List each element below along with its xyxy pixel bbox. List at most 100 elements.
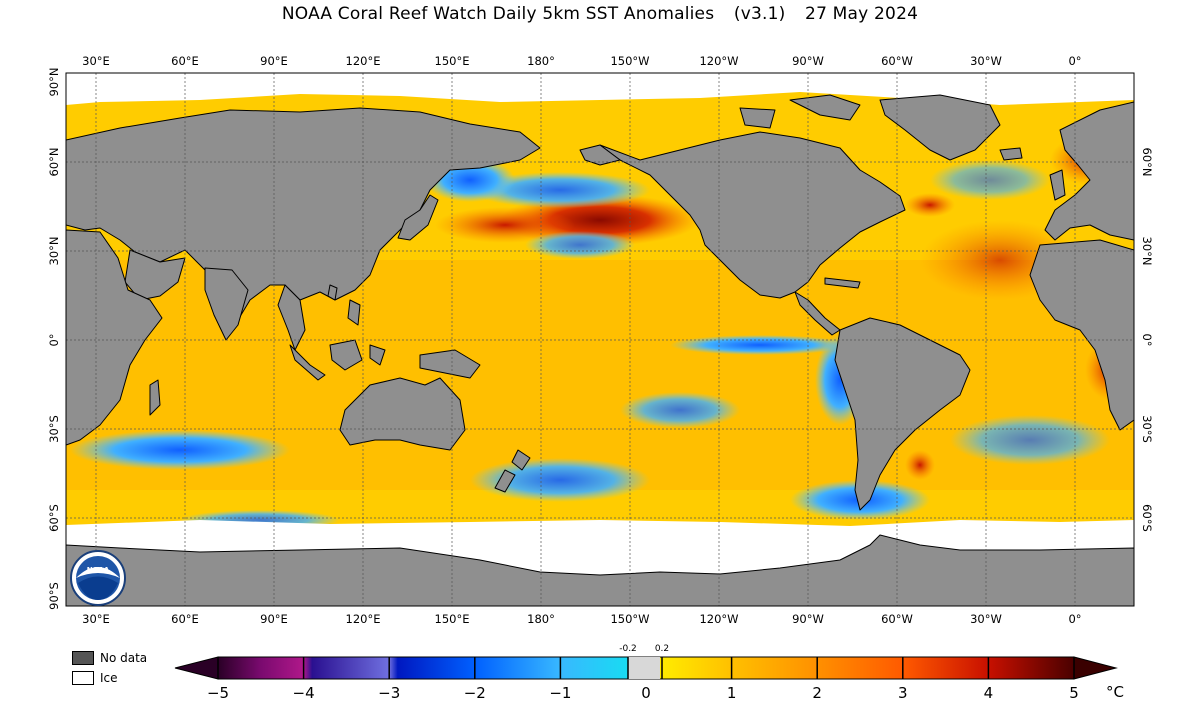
title-date: 27 May 2024 [805,4,919,24]
land [66,94,1134,606]
lon-label: 180° [527,54,555,68]
title-version: (v3.1) [733,4,786,24]
colorbar-tick-label: −2 [464,684,486,702]
arctic-islands [789,94,861,121]
arctic-ice [66,73,1134,105]
africa [66,229,163,446]
lat-label: 60°N [47,148,61,177]
colorbar-tick-label: 3 [898,684,908,702]
lat-label: 0° [47,333,61,346]
lat-label: 60°S [1140,504,1154,532]
colorbar-tick-label: 5 [1069,684,1079,702]
lon-label: 120°E [346,54,381,68]
greenland [879,94,1001,161]
lat-label: 30°N [47,237,61,266]
no-data-label: No data [100,651,148,665]
legend-no-data: No data [72,651,147,665]
lon-labels-bottom: 30°E 60°E 90°E 120°E 150°E 180° 150°W 12… [82,612,1081,626]
colorbar-unit: °C [1106,683,1124,701]
lon-label: 60°W [881,54,913,68]
colorbar-tick-label: −1 [549,684,571,702]
title-main: NOAA Coral Reef Watch Daily 5km SST Anom… [281,4,715,24]
lon-label: 150°E [435,612,470,626]
colorbar-small-tick-label: 0.2 [655,644,669,654]
gulf-stream-warm [905,193,955,217]
map-title: NOAA Coral Reef Watch Daily 5km SST Anom… [0,4,1200,24]
lat-labels-right: 60°N 30°N 0° 30°S 60°S [1140,148,1154,532]
lon-label: 150°E [435,54,470,68]
india [204,267,249,341]
colorbar-ticks [217,657,1075,679]
colorbar-small-tick-label: -0.2 [619,644,637,654]
sulawesi [369,344,386,366]
pacific-warm-west [435,207,575,243]
lon-label: 90°E [260,612,288,626]
colorbar-tick-label: 2 [812,684,822,702]
lon-label: 0° [1068,54,1081,68]
lon-label: 120°W [699,54,738,68]
lon-label: 30°E [82,612,110,626]
south-atlantic-cool [950,415,1110,465]
lon-label: 0° [1068,612,1081,626]
uk [1049,169,1066,201]
lon-labels-top: 30°E 60°E 90°E 120°E 150°E 180° 150°W 12… [82,54,1081,68]
colorbar-tick-label: −3 [378,684,400,702]
lon-label: 90°W [792,612,824,626]
lat-label: 0° [1140,333,1154,346]
new-zealand-south [494,469,516,493]
europe-east [1044,101,1134,241]
map-frame [65,72,1135,607]
lon-label: 90°W [792,54,824,68]
madagascar [149,379,161,416]
lat-label: 30°S [1140,415,1154,443]
graticule [66,73,1134,606]
colorbar-tick-label: −4 [293,684,315,702]
lat-label: 30°S [47,415,61,443]
cuba [824,277,861,289]
new-zealand-north [511,449,531,471]
legend-ice: Ice [72,671,118,685]
colorbar: −5 −4 −3 −2 −1 0 1 2 3 4 5 °C -0.2 0.2 [174,644,1124,702]
lon-label: 180° [527,612,555,626]
iceland [999,147,1023,161]
lon-label: 30°W [970,612,1002,626]
colorbar-tick-label: 4 [984,684,994,702]
lat-label: 60°S [47,504,61,532]
colorbar-tick-label: −5 [207,684,229,702]
lon-label: 30°W [970,54,1002,68]
taiwan [327,284,338,301]
colorbar-tick-labels: −5 −4 −3 −2 −1 0 1 2 3 4 5 [207,684,1079,702]
colorbar-tick-label: 1 [727,684,737,702]
lon-label: 120°W [699,612,738,626]
antarctica [66,534,1134,606]
australia [339,377,466,451]
lon-label: 90°E [260,54,288,68]
lon-label: 60°E [171,612,199,626]
lat-label: 30°N [1140,237,1154,266]
colorbar-tick-label: 0 [641,684,651,702]
no-data-swatch [72,651,94,665]
new-guinea [419,349,481,379]
north-america [599,131,906,299]
lon-label: 120°E [346,612,381,626]
north-pacific-cool [470,172,650,208]
lon-label: 60°W [881,612,913,626]
south-pacific-cool [620,392,740,428]
arabia [124,249,186,301]
north-atlantic-cool [930,160,1050,200]
lon-label: 30°E [82,54,110,68]
noaa-logo: NOAA [70,550,126,606]
lat-label: 90°S [47,582,61,610]
lat-label: 60°N [1140,148,1154,177]
ice-label: Ice [100,671,118,685]
victoria-island [739,107,776,129]
sumatra [289,344,326,381]
colorbar-neutral-band [628,657,660,679]
colorbar-high-arrow [1073,656,1118,680]
philippines [347,299,361,326]
indian-ocean-cool [70,430,290,470]
central-pacific-cool [525,231,635,259]
japan [397,194,439,241]
brazil-malvinas-warm [905,450,935,480]
